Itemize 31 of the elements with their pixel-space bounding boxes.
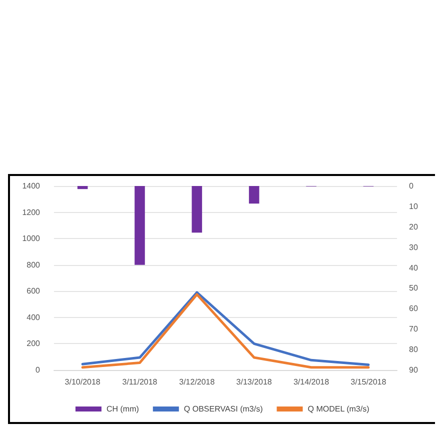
y-tick-label: 400 [26, 312, 41, 322]
y2-tick-label: 20 [409, 222, 418, 232]
y-tick-label: 1000 [22, 234, 41, 244]
y2-tick-label: 90 [409, 366, 418, 374]
x-tick-label: 3/13/2018 [236, 378, 272, 386]
x-tick-label: 3/12/2018 [179, 378, 216, 386]
y-tick-label: 800 [26, 260, 41, 270]
y-tick-label: 0 [36, 366, 41, 374]
y-tick-label: 200 [26, 339, 41, 348]
bar [134, 186, 145, 265]
x-tick-label: 3/14/2018 [293, 378, 330, 386]
y-tick-label: 1200 [22, 208, 41, 217]
x-tick-label: 3/10/2018 [64, 378, 101, 386]
bar [248, 186, 260, 204]
y2-tick-label: 60 [409, 304, 418, 314]
x-tick-label: 3/15/2018 [350, 378, 387, 386]
y-tick-label: 600 [26, 286, 41, 296]
y-tick-label: 1400 [22, 182, 41, 190]
y2-tick-label: 70 [409, 324, 418, 334]
legend-label: Q OBSERVASI (m3/s) [184, 404, 264, 414]
legend-label: Q MODEL (m3/s) [308, 404, 370, 414]
y2-tick-label: 50 [409, 284, 418, 293]
x-tick-label: 3/11/2018 [122, 378, 158, 386]
y2-tick-label: 0 [409, 182, 414, 190]
y2-tick-label: 40 [409, 263, 418, 272]
y2-tick-label: 80 [409, 345, 418, 354]
y2-tick-label: 10 [409, 202, 418, 211]
bar [192, 186, 202, 233]
legend-label: CH (mm) [106, 404, 140, 414]
y2-tick-label: 30 [409, 242, 418, 252]
bar [77, 186, 88, 190]
